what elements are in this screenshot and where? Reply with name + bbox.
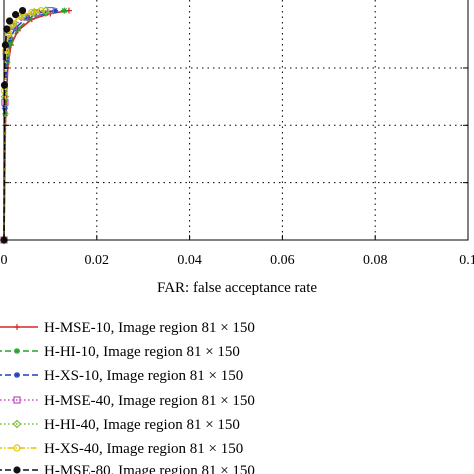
series-lines bbox=[0, 6, 72, 245]
legend-entry: H-HI-10, Image region 81 × 150 bbox=[0, 344, 240, 360]
x-tick-label: 0.06 bbox=[270, 253, 295, 268]
plot-frame bbox=[3, 0, 469, 241]
series-2-point bbox=[26, 15, 33, 22]
x-tick-label: 0.04 bbox=[177, 253, 202, 268]
x-tick-label: 0 bbox=[1, 253, 8, 268]
x-tick-label: 0.02 bbox=[85, 253, 110, 268]
legend-swatch-marker bbox=[13, 444, 21, 452]
legend-label: H-XS-40, Image region 81 × 150 bbox=[44, 441, 243, 457]
legend-entry: H-MSE-80, Image region 81 × 150 bbox=[0, 463, 255, 474]
legend-entry: H-MSE-10, Image region 81 × 150 bbox=[0, 320, 255, 336]
series-3-point bbox=[52, 7, 59, 14]
series-7-point bbox=[5, 17, 14, 25]
legend-label: H-MSE-80, Image region 81 × 150 bbox=[44, 463, 255, 474]
series-7-point bbox=[12, 11, 20, 19]
series-3-point bbox=[24, 14, 31, 21]
series-6-point bbox=[28, 8, 36, 16]
series-2-point bbox=[61, 7, 68, 14]
grid bbox=[4, 0, 468, 240]
legend-label: H-MSE-10, Image region 81 × 150 bbox=[44, 320, 255, 336]
legend-entry: H-XS-10, Image region 81 × 150 bbox=[0, 368, 243, 384]
x-tick-label: 0.08 bbox=[363, 253, 388, 268]
series-2-point bbox=[7, 39, 14, 46]
legend-swatch-marker bbox=[13, 466, 21, 474]
legend-label: H-MSE-40, Image region 81 × 150 bbox=[44, 393, 255, 409]
legend-label: H-HI-10, Image region 81 × 150 bbox=[44, 344, 240, 360]
series-2-point bbox=[14, 25, 21, 32]
legend-label: H-XS-10, Image region 81 × 150 bbox=[44, 368, 243, 384]
series-7-point bbox=[3, 25, 11, 33]
series-3-point bbox=[12, 24, 19, 31]
legend-swatch-marker bbox=[14, 372, 20, 378]
x-axis-title: FAR: false acceptance rate bbox=[157, 280, 317, 296]
legend-entry: H-MSE-40, Image region 81 × 150 bbox=[0, 393, 255, 409]
legend-entry: H-XS-40, Image region 81 × 150 bbox=[0, 441, 243, 457]
series-4-point bbox=[46, 7, 55, 15]
series-7-point bbox=[18, 7, 27, 15]
series-3-point bbox=[38, 9, 45, 16]
series-6-point bbox=[37, 7, 45, 15]
legend-swatch-marker bbox=[14, 348, 20, 354]
legend-label: H-HI-40, Image region 81 × 150 bbox=[44, 417, 240, 433]
series-7-point bbox=[1, 41, 9, 49]
x-ticks: 0 0.02 0.04 0.06 0.08 0.1 bbox=[1, 67, 474, 268]
legend-entry: H-HI-40, Image region 81 × 150 bbox=[0, 417, 240, 433]
legend-swatch-marker bbox=[12, 419, 22, 429]
x-tick-label: 0.1 bbox=[459, 253, 474, 268]
legend-swatch-marker bbox=[14, 324, 20, 330]
legend-swatch-marker bbox=[13, 396, 21, 404]
legend: H-MSE-10, Image region 81 × 150 H-HI-10, … bbox=[0, 320, 255, 474]
